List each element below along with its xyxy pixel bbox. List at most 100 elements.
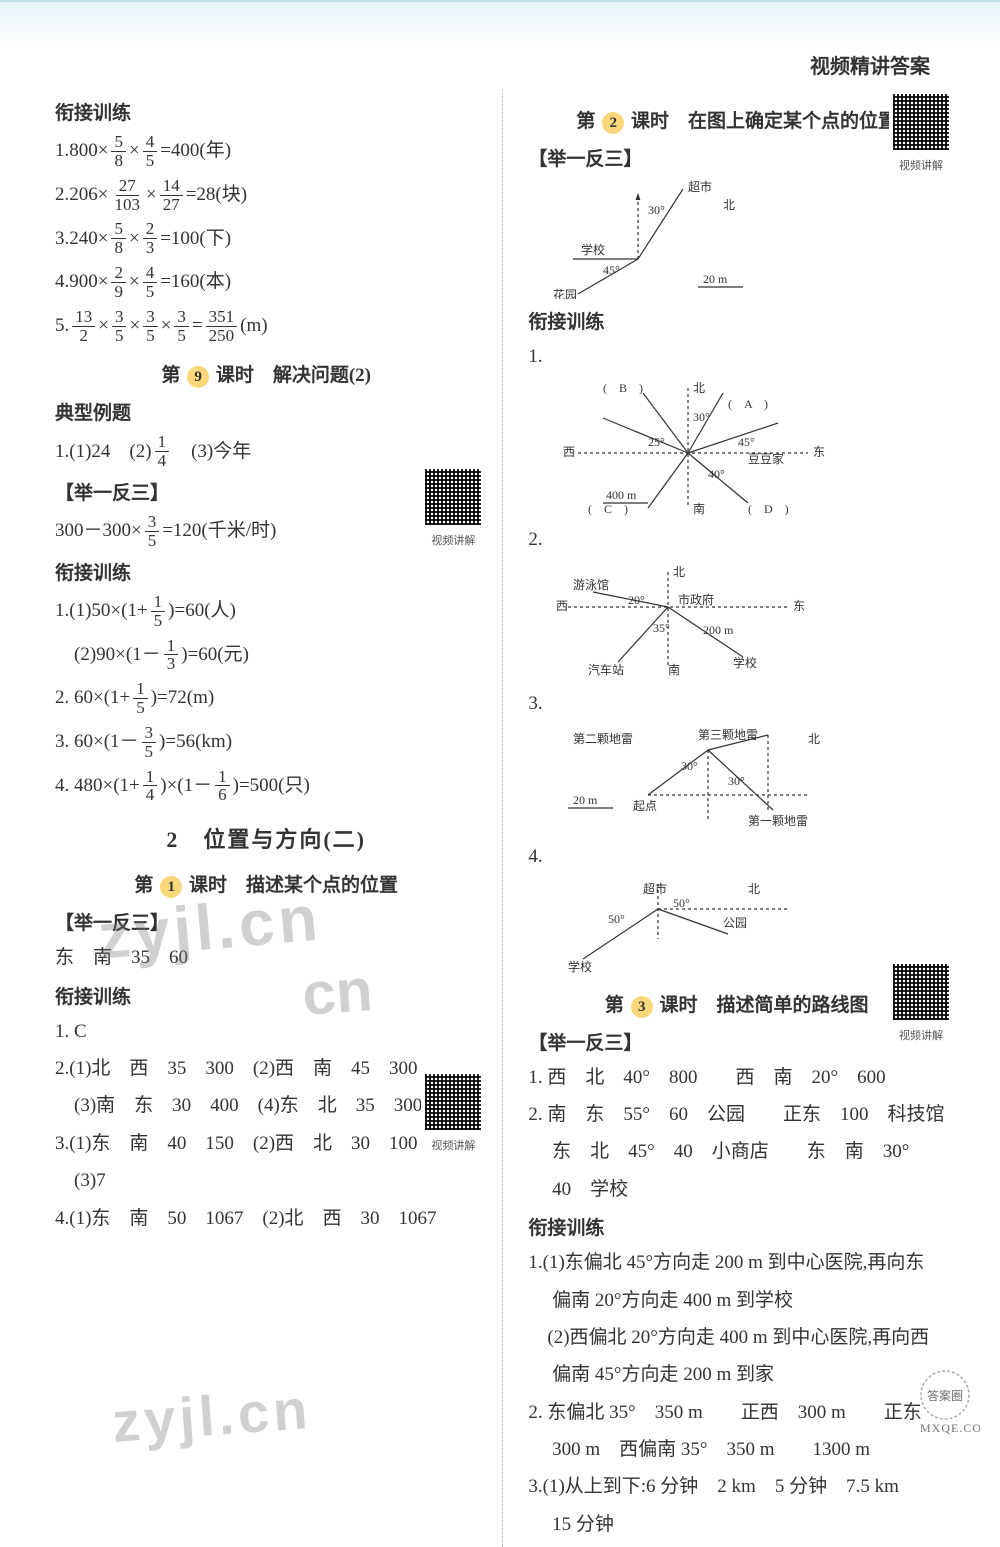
txt: 800× — [69, 136, 108, 166]
left-l5: 5. 132 × 35 × 35 × 35 = 351250 (m) — [55, 308, 477, 345]
svg-text:学校: 学校 — [581, 242, 605, 257]
frac: 15 — [151, 593, 166, 630]
left-l11: 4. 480×(1+ 14 )×(1－ 16 )=500(只) — [55, 768, 477, 805]
r-l5: 1.(1)东偏北 45°方向走 200 m 到中心医院,再向东 — [528, 1248, 945, 1278]
svg-text:30°: 30° — [648, 203, 665, 217]
svg-text:第一颗地雷: 第一颗地雷 — [748, 814, 808, 828]
qr-code-icon — [421, 1070, 485, 1134]
txt: × — [161, 311, 172, 341]
txt: 1.(1)50×(1+ — [55, 596, 148, 626]
txt: × — [146, 180, 157, 210]
frac: 14 — [155, 433, 170, 470]
qr-code-icon — [889, 90, 953, 154]
left-l16: 3.(1)东 南 40 150 (2)西 北 30 100 — [55, 1129, 477, 1159]
frac: 1427 — [160, 177, 183, 214]
left-h1: 衔接训练 — [55, 98, 477, 125]
svg-text:25°: 25° — [648, 435, 665, 449]
txt: )=60(元) — [181, 640, 249, 670]
left-l12: 东 南 35 60 — [55, 943, 477, 973]
frac: 27103 — [111, 177, 143, 214]
left-l17: (3)7 — [55, 1166, 477, 1196]
lesson-3-head: 第 3 课时 描述简单的路线图 — [528, 990, 945, 1018]
lesson-number-icon: 9 — [187, 366, 209, 388]
left-l4: 4. 900× 29 × 45 =160(本) — [55, 264, 477, 301]
top-bar — [0, 0, 1000, 50]
svg-text:( B ): ( B ) — [603, 381, 643, 395]
txt: )×(1－ — [160, 771, 212, 801]
svg-text:公园: 公园 — [723, 916, 747, 930]
qr-label: 视频讲解 — [421, 532, 485, 548]
svg-text:400 m: 400 m — [606, 488, 637, 502]
frac: 35 — [145, 513, 160, 550]
r-l3: 东 北 45° 40 小商店 东 南 30° — [528, 1137, 945, 1167]
r-l4: 40 学校 — [528, 1175, 945, 1205]
left-l10: 3. 60×(1－ 35 )=56(km) — [55, 724, 477, 761]
right-h4: 衔接训练 — [528, 1213, 945, 1240]
svg-text:30°: 30° — [681, 759, 698, 773]
svg-text:南: 南 — [693, 501, 705, 516]
txt: 第 — [134, 875, 153, 896]
frac: 35 — [112, 308, 127, 345]
svg-text:超市: 超市 — [643, 881, 667, 896]
r-l12: 15 分钟 — [528, 1510, 945, 1540]
txt: )=500(只) — [233, 771, 310, 801]
frac: 15 — [133, 680, 148, 717]
frac: 16 — [215, 768, 230, 805]
left-h2: 典型例题 — [55, 398, 477, 425]
site-text: MXQE.COM — [920, 1421, 980, 1435]
r-l2: 2. 南 东 55° 60 公园 正东 100 科技馆 — [528, 1100, 945, 1130]
txt: )=72(m) — [151, 683, 214, 713]
txt: 课时 解决问题(2) — [216, 365, 371, 386]
txt: =160(本) — [160, 267, 231, 297]
corner-watermark: 答案圈 MXQE.COM — [860, 1370, 980, 1446]
txt: (2)90×(1－ — [55, 640, 161, 670]
right-h1: 【举一反三】 — [528, 144, 945, 171]
svg-text:( D ): ( D ) — [748, 502, 789, 516]
left-l9: 2. 60×(1+ 15 )=72(m) — [55, 680, 477, 717]
txt: 300－300× — [55, 516, 142, 546]
txt: 3. 60×(1－ — [55, 727, 139, 757]
txt: = — [192, 311, 203, 341]
diagram-5: 超市 北 50° 50° 公园 学校 — [548, 879, 858, 974]
svg-text:( A ): ( A ) — [728, 397, 768, 411]
diagram-1: 超市 北 30° 学校 45° 花园 20 m — [548, 179, 858, 299]
txt: 206× — [69, 180, 108, 210]
txt: × — [129, 267, 140, 297]
diagram-2: ( B ) ( A ) 北 西 东 30° 25° 45° 40° 豆豆家 南 … — [548, 378, 858, 518]
frac: 29 — [111, 264, 126, 301]
frac: 132 — [72, 308, 95, 345]
right-h3: 【举一反三】 — [528, 1028, 945, 1055]
diagram-3: 北 游泳馆 市政府 西 东 20° 35° 200 m 汽车站 南 学校 — [548, 562, 858, 682]
svg-text:30°: 30° — [728, 774, 745, 788]
brand-text: 答案圈 — [927, 1388, 963, 1403]
txt: (3)今年 — [172, 437, 251, 467]
svg-text:东: 东 — [813, 445, 825, 459]
right-column: 第 2 课时 在图上确定某个点的位置 视频讲解 【举一反三】 超市 北 30° … — [502, 90, 945, 1547]
txt: 课时 在图上确定某个点的位置 — [631, 111, 897, 132]
svg-text:50°: 50° — [608, 912, 625, 926]
left-l13: 1. C — [55, 1017, 477, 1047]
left-l2: 2. 206× 27103 × 1427 =28(块) — [55, 177, 477, 214]
svg-text:北: 北 — [808, 732, 820, 746]
r-l11: 3.(1)从上到下:6 分钟 2 km 5 分钟 7.5 km — [528, 1472, 945, 1502]
svg-text:市政府: 市政府 — [678, 592, 714, 607]
qr-label: 视频讲解 — [421, 1137, 485, 1153]
r-l1: 1. 西 北 40° 800 西 南 20° 600 — [528, 1063, 945, 1093]
svg-text:花园: 花园 — [553, 287, 577, 299]
left-l18: 4.(1)东 南 50 1067 (2)北 西 30 1067 — [55, 1204, 477, 1234]
svg-text:汽车站: 汽车站 — [588, 662, 624, 677]
svg-text:( C ): ( C ) — [588, 502, 628, 516]
txt: × — [129, 136, 140, 166]
svg-text:南: 南 — [668, 662, 680, 677]
lesson-number-icon: 1 — [160, 876, 182, 898]
qr-code-icon — [889, 960, 953, 1024]
txt: 第 — [605, 995, 624, 1016]
svg-text:北: 北 — [723, 198, 735, 212]
txt: × — [129, 311, 140, 341]
d5-num: 4. — [528, 842, 945, 872]
left-h5: 【举一反三】 — [55, 908, 477, 935]
txt: (m) — [240, 311, 267, 341]
lesson-2-head: 第 2 课时 在图上确定某个点的位置 — [528, 106, 945, 134]
svg-text:45°: 45° — [738, 435, 755, 449]
txt: × — [129, 224, 140, 254]
